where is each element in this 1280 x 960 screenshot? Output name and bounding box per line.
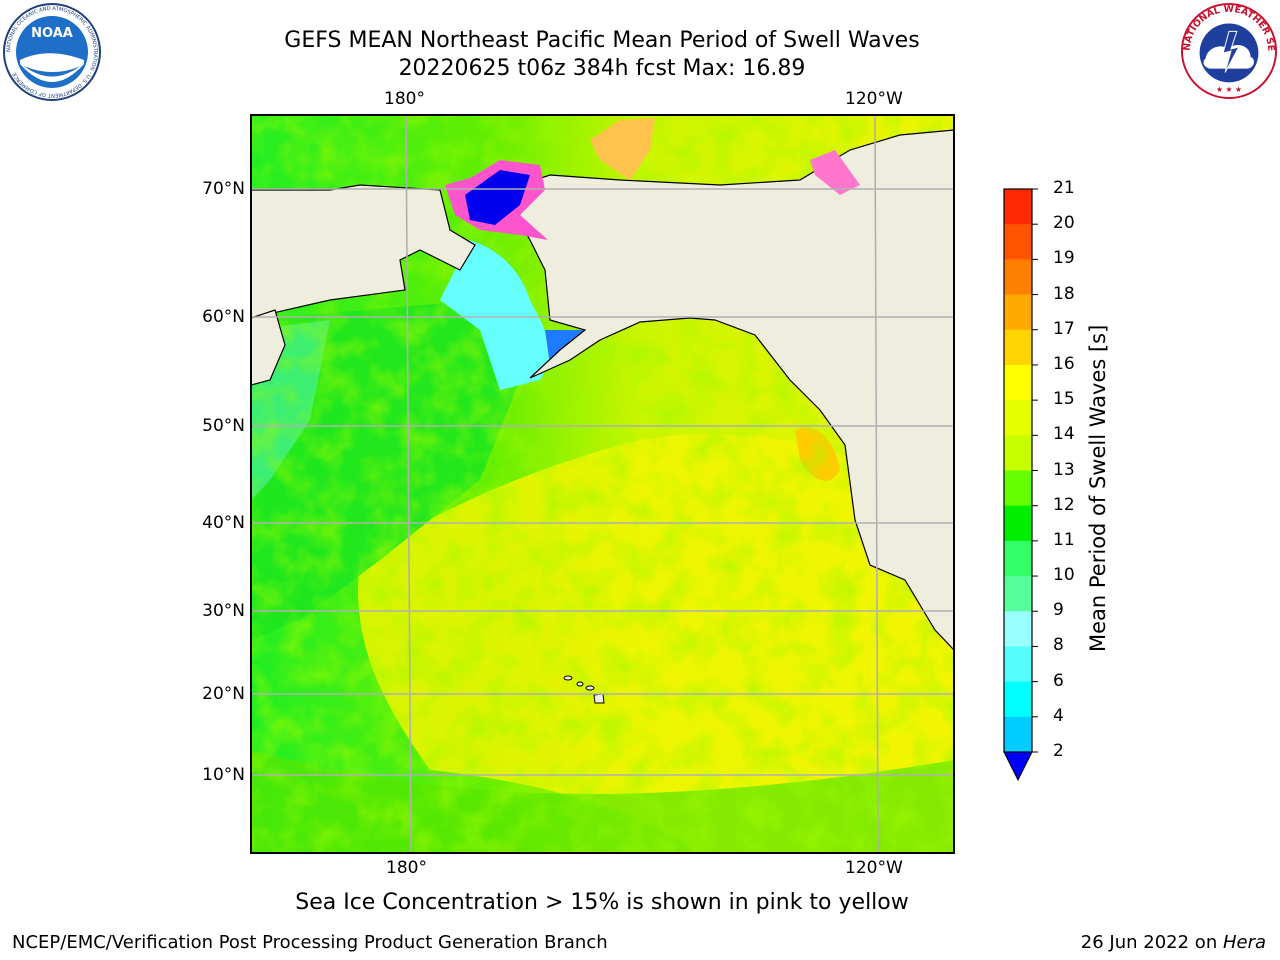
colorbar-segment (1004, 224, 1032, 260)
colorbar-tick-label: 18 (1053, 283, 1075, 304)
lat-label-20n: 20°N (202, 684, 245, 704)
colorbar-tick-label: 4 (1053, 705, 1064, 726)
land-siberia (251, 184, 476, 319)
lat-label-40n: 40°N (202, 513, 245, 533)
colorbar-tick-label: 16 (1053, 353, 1075, 374)
colorbar-tick-label: 17 (1053, 318, 1075, 339)
meridian-180 (405, 115, 412, 853)
chart-title-line1: GEFS MEAN Northeast Pacific Mean Period … (284, 28, 920, 53)
footer-date: 26 Jun 2022 on (1080, 932, 1223, 953)
sea-ice-canadian (810, 150, 860, 195)
colorbar-tick-label: 12 (1053, 494, 1075, 515)
footer-host: Hera (1222, 932, 1266, 953)
lon-label-bottom-120w: 120°W (845, 858, 903, 878)
lat-label-70n: 70°N (202, 179, 245, 199)
colorbar-tick-label: 8 (1053, 635, 1064, 656)
colorbar-segment (1004, 435, 1032, 471)
land-kamchatka (251, 309, 286, 386)
colorbar-title: Mean Period of Swell Waves [s] (1086, 324, 1110, 652)
colorbar-tick-label: 15 (1053, 389, 1075, 410)
colorbar-tick-label: 14 (1053, 424, 1075, 445)
colorbar-tick-label: 9 (1053, 600, 1064, 621)
meridian-120w (874, 115, 879, 853)
colorbar-tick-label: 2 (1053, 741, 1064, 761)
lon-label-top-180: 180° (384, 89, 425, 109)
colorbar-segment (1004, 364, 1032, 401)
colorbar (1003, 188, 1038, 782)
bering-sea-short-period (440, 240, 550, 390)
colorbar-under-arrow (1003, 751, 1033, 782)
graticule (251, 115, 954, 853)
nws-logo: NATIONAL WEATHER SERVICE ★ ★ ★ (1180, 2, 1278, 100)
lat-label-50n: 50°N (202, 416, 245, 436)
lon-label-bottom-180: 180° (386, 858, 427, 878)
colorbar-segment (1004, 259, 1032, 296)
land-alaska-canada (504, 129, 954, 651)
colorbar-tick-label: 20 (1053, 213, 1075, 234)
colorbar-tick-label: 10 (1053, 565, 1075, 586)
colorbar-segment (1004, 540, 1032, 577)
map-area (251, 115, 954, 853)
colorbar-segment (1004, 681, 1032, 718)
land-hawaii (563, 675, 605, 704)
colorbar-segment (1004, 576, 1032, 612)
colorbar-segment (1004, 329, 1032, 366)
footer-left: NCEP/EMC/Verification Post Processing Pr… (12, 932, 608, 953)
chukchi-deep-blue (465, 170, 530, 225)
noaa-logo-text: NOAA (31, 26, 73, 41)
colorbar-tick-label: 6 (1053, 670, 1064, 691)
colorbar-segment (1004, 716, 1032, 753)
land (251, 129, 954, 651)
sea-ice-caption: Sea Ice Concentration > 15% is shown in … (295, 890, 909, 915)
map-frame (250, 114, 955, 854)
lat-label-10n: 10°N (202, 765, 245, 785)
colorbar-tick-label: 21 (1053, 178, 1075, 198)
noaa-logo: NOAA NATIONAL OCEANIC AND ATMOSPHERIC AD… (3, 3, 101, 101)
sea-ice-beaufort (590, 118, 655, 180)
colorbar-segment (1004, 294, 1032, 331)
svg-text:★ ★ ★: ★ ★ ★ (1216, 85, 1242, 94)
colorbar-tick-label: 19 (1053, 248, 1075, 269)
chart-title-line2: 20220625 t06z 384h fcst Max: 16.89 (398, 56, 806, 81)
colorbar-segment (1004, 400, 1032, 436)
colorbar-segment (1004, 611, 1032, 647)
colorbar-tick-label: 13 (1053, 459, 1075, 480)
colorbar-segment (1004, 189, 1032, 225)
colorbar-segment (1004, 505, 1032, 542)
lon-label-top-120w: 120°W (845, 89, 903, 109)
lat-label-30n: 30°N (202, 601, 245, 621)
colorbar-tick-label: 11 (1053, 529, 1075, 550)
footer-right: 26 Jun 2022 on Hera (1081, 932, 1266, 953)
colorbar-segment (1004, 646, 1032, 683)
lat-label-60n: 60°N (202, 307, 245, 327)
colorbar-segment (1004, 470, 1032, 507)
